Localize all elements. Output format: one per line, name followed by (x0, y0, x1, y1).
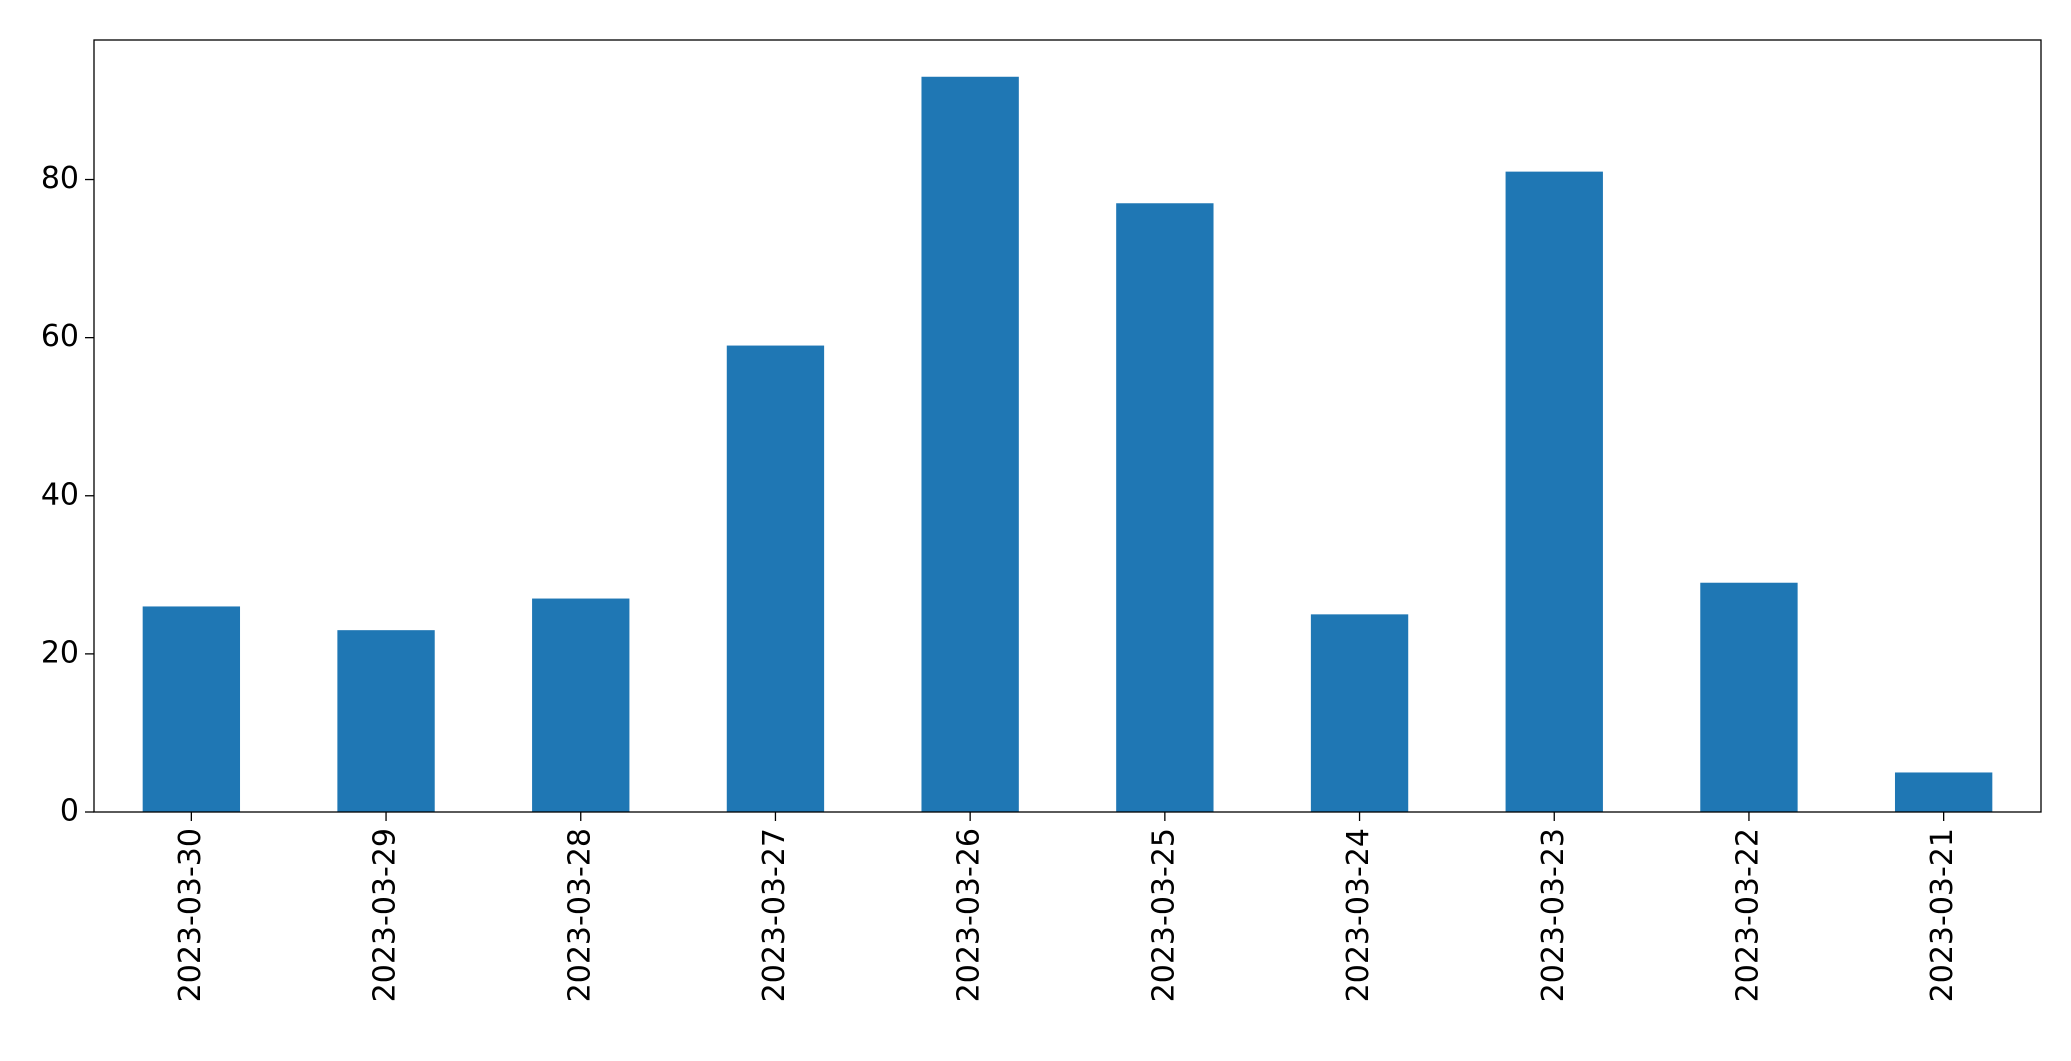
bar (1505, 171, 1603, 812)
y-tick-label: 80 (41, 161, 79, 196)
bar (337, 630, 435, 812)
y-tick-label: 0 (60, 794, 79, 829)
bar (1310, 614, 1409, 812)
x-tick-label: 2023-03-26 (952, 828, 987, 1002)
bar (1116, 203, 1214, 812)
bar (142, 606, 241, 812)
x-tick-label: 2023-03-25 (1146, 828, 1181, 1002)
x-tick-label: 2023-03-29 (368, 828, 403, 1002)
x-tick-label: 2023-03-21 (1925, 828, 1960, 1002)
bar (1894, 772, 1993, 812)
bar (726, 345, 825, 812)
y-tick-label: 40 (41, 477, 79, 512)
x-tick-label: 2023-03-30 (173, 828, 208, 1002)
y-tick-label: 20 (41, 635, 79, 670)
x-tick-label: 2023-03-28 (562, 828, 597, 1002)
x-tick-label: 2023-03-23 (1536, 828, 1571, 1002)
y-tick-label: 60 (41, 319, 79, 354)
bar (1700, 582, 1798, 812)
bar (532, 598, 630, 812)
bar (921, 76, 1019, 812)
x-tick-label: 2023-03-27 (757, 828, 792, 1002)
x-tick-label: 2023-03-24 (1341, 828, 1376, 1002)
x-tick-label: 2023-03-22 (1730, 828, 1765, 1002)
plot-frame (93, 39, 2042, 813)
